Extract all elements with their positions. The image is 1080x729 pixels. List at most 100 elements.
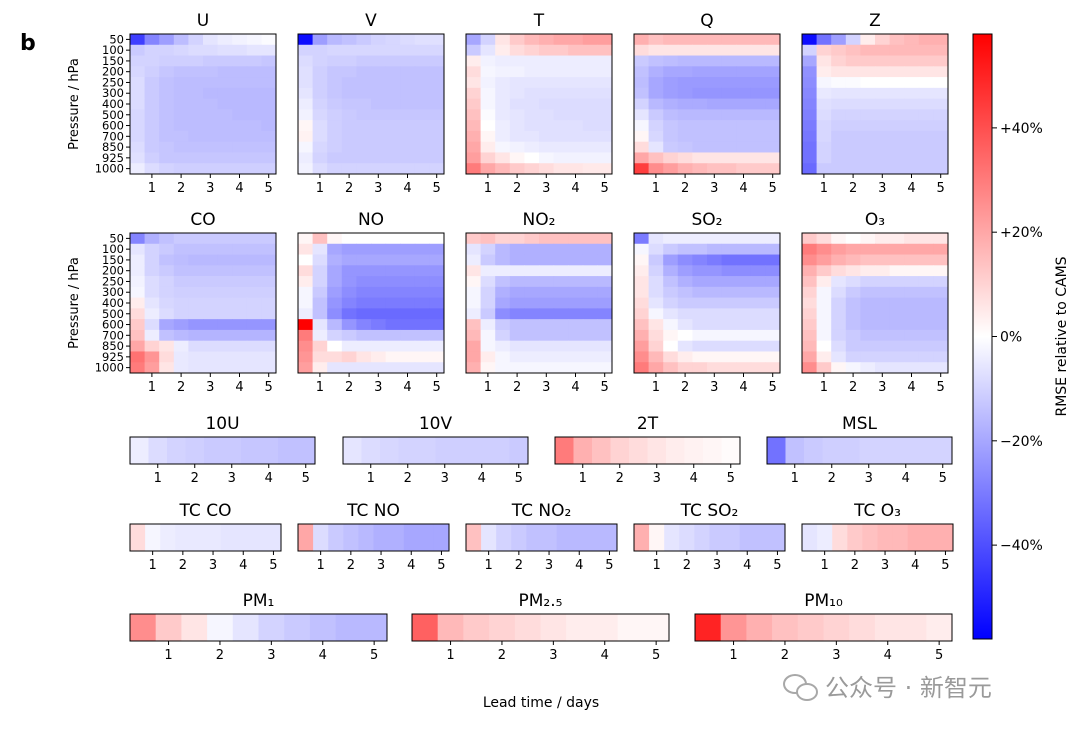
- heatmap-cell: [188, 87, 204, 100]
- heatmap-cell: [524, 286, 540, 299]
- heatmap-cell: [816, 254, 832, 266]
- heatmap-cell: [831, 152, 847, 164]
- heatmap-cell: [524, 362, 540, 374]
- strip-cell: [802, 524, 818, 551]
- strip-cell: [175, 524, 191, 551]
- strip-cell: [511, 524, 527, 551]
- heatmap-cell: [385, 141, 401, 153]
- heatmap-cell: [144, 87, 160, 100]
- heatmap-cell: [217, 297, 233, 309]
- heatmap-cell: [845, 254, 861, 266]
- heatmap-cell: [429, 152, 445, 164]
- heatmap-cell: [495, 276, 511, 288]
- heatmap-cell: [480, 308, 496, 320]
- heatmap-cell: [144, 55, 160, 67]
- strip-cell: [586, 524, 603, 551]
- wechat-icon: [783, 672, 818, 701]
- heatmap-cell: [663, 98, 679, 110]
- heatmap-cell: [356, 319, 372, 331]
- strip-cell: [222, 437, 242, 464]
- heatmap-cell: [327, 297, 343, 309]
- heatmap-cell: [597, 44, 613, 57]
- heatmap-cell: [246, 340, 262, 352]
- heatmap-cell: [904, 109, 920, 121]
- heatmap-cell: [232, 120, 248, 132]
- heatmap-cell: [648, 109, 664, 121]
- heatmap-cell: [918, 130, 934, 143]
- heatmap-cell: [648, 77, 664, 89]
- strip-cell: [466, 524, 482, 551]
- heatmap-cell: [933, 87, 949, 100]
- heatmap-cell: [341, 351, 357, 363]
- heatmap-cell: [327, 66, 343, 78]
- heatmap-cell: [736, 319, 752, 331]
- pm-panel-2-xtick-label: 3: [832, 648, 840, 663]
- strip-title: TC NO: [346, 501, 400, 521]
- strip-cell: [664, 524, 680, 551]
- heatmap-cell: [875, 243, 891, 256]
- heatmap-cell: [232, 66, 248, 78]
- heatmap-cell: [466, 163, 482, 175]
- heatmap-cell: [663, 319, 679, 331]
- heatmap-cell: [400, 286, 416, 299]
- column-panel-1-xtick-label: 4: [407, 558, 415, 573]
- heatmap-cell: [736, 340, 752, 352]
- heatmap-cell: [327, 152, 343, 164]
- heatmap-cell: [860, 276, 876, 288]
- heatmap-cell: [400, 319, 416, 331]
- heatmap-cell: [677, 243, 693, 256]
- heatmap-cell: [750, 329, 766, 342]
- heatmap-cell: [634, 319, 650, 331]
- heatmap-cell: [203, 340, 219, 352]
- strip-cell: [922, 524, 939, 551]
- heatmap-cell: [371, 340, 387, 352]
- heatmap-cell: [385, 87, 401, 100]
- heatmap-cell: [356, 340, 372, 352]
- strip-cell: [832, 524, 848, 551]
- heatmap-cell: [568, 233, 584, 245]
- heatmap-cell: [327, 351, 343, 363]
- heatmap-cell: [400, 34, 416, 46]
- heatmap-cell: [539, 233, 555, 245]
- heatmap-cell: [298, 66, 314, 78]
- heatmap-cell: [568, 141, 584, 153]
- heatmap-cell: [889, 276, 905, 288]
- heatmap-cell: [159, 254, 175, 266]
- heatmap-cell: [341, 265, 357, 277]
- heatmap-cell: [692, 362, 708, 374]
- heatmap-cell: [736, 276, 752, 288]
- surface-panel-1-xtick-label: 4: [478, 471, 486, 486]
- heatmap-cell: [144, 329, 160, 342]
- heatmap-cell: [597, 286, 613, 299]
- heatmap-cell: [692, 141, 708, 153]
- strip-cell: [145, 524, 161, 551]
- heatmap-cell: [692, 329, 708, 342]
- heatmap-cell: [539, 163, 555, 175]
- heatmap-cell: [203, 34, 219, 46]
- heatmap-cell: [144, 351, 160, 363]
- heatmap-cell: [144, 254, 160, 266]
- heatmap-cell: [663, 87, 679, 100]
- heatmap-cell: [634, 66, 650, 78]
- heatmap-cell: [385, 109, 401, 121]
- heatmap-cell: [553, 55, 569, 67]
- heatmap-cell: [889, 130, 905, 143]
- heatmap-cell: [634, 254, 650, 266]
- heatmap-cell: [539, 55, 555, 67]
- surface-panel-2-xtick-label: 1: [579, 471, 587, 486]
- heatmap-cell: [400, 55, 416, 67]
- heatmap-cell: [904, 308, 920, 320]
- heatmap-cell: [480, 265, 496, 277]
- heatmap-cell: [568, 130, 584, 143]
- heatmap-cell: [860, 77, 876, 89]
- heatmap-cell: [356, 66, 372, 78]
- heatmap-cell: [802, 141, 818, 153]
- heatmap-cell: [414, 55, 430, 67]
- strip-cell: [926, 614, 953, 641]
- heatmap-cell: [414, 265, 430, 277]
- heatmap-cell: [173, 34, 189, 46]
- heatmap-cell: [232, 87, 248, 100]
- heatmap-cell: [750, 130, 766, 143]
- heatmap-cell: [130, 109, 146, 121]
- heatmap-cell: [765, 265, 781, 277]
